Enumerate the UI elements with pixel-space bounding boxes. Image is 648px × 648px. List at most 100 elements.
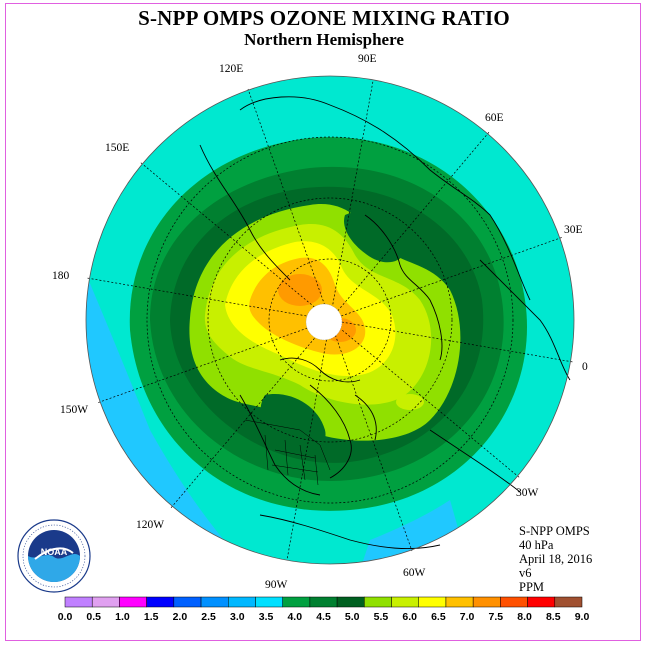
coast-east-asia [199, 144, 291, 281]
lon-label-150e: 150E [105, 142, 129, 154]
lon-label-30e: 30E [564, 224, 583, 236]
colorbar-tick-label: 0.5 [86, 611, 101, 623]
colorbar-tick-label: 2.0 [173, 611, 188, 623]
lon-label-90e: 90E [358, 53, 377, 65]
latitude-circle-60 [268, 258, 392, 382]
coast-europe [479, 259, 571, 381]
longitude-labels: 90E 60E 30E 0 30W 60W 90W 120W 150W 180 … [52, 53, 588, 591]
borders-north-america [244, 419, 331, 486]
colorbar-swatch [445, 596, 474, 608]
coast-eurasia-north [239, 96, 531, 301]
meridian-150w [96, 319, 331, 404]
coast-north-america-west [239, 394, 321, 496]
coast-central-america [259, 514, 441, 550]
band-5.0-5.5-canada [260, 394, 326, 454]
colorbar-swatch [200, 596, 229, 608]
latitude-circle-0 [146, 136, 514, 504]
band-5.0-5.5-lobe [344, 211, 406, 263]
colorbar-tick-label: 5.0 [345, 611, 360, 623]
map-title: S-NPP OMPS OZONE MIXING RATIO [138, 6, 510, 30]
coast-arctic-islands [279, 357, 361, 383]
colorbar-swatch [527, 596, 556, 608]
meridian-30w [329, 319, 521, 479]
colorbar-swatch [418, 596, 447, 608]
lon-label-120w: 120W [136, 519, 164, 531]
meridian-60e [329, 130, 491, 321]
meridian-0 [329, 319, 574, 363]
colorbar-tick-label: 6.0 [402, 611, 417, 623]
figure-frame [5, 3, 641, 641]
colorbar-tick-label: 5.5 [374, 611, 389, 623]
meridian-120w [169, 319, 331, 510]
lon-label-120e: 120E [219, 63, 243, 75]
lon-label-30w: 30W [516, 487, 539, 499]
logo-wordmark: NOAA [41, 547, 68, 557]
colorbar-tick-label: 8.0 [517, 611, 532, 623]
band-7.5-8.0 [278, 274, 322, 306]
colorbar-tick-label: 7.5 [489, 611, 504, 623]
coast-africa [429, 429, 521, 493]
colorbar-tick-label: 7.0 [460, 611, 475, 623]
info-date: April 18, 2016 [519, 552, 593, 566]
lon-label-0: 0 [582, 361, 588, 373]
colorbar-swatch [64, 596, 93, 608]
meridian-60w [329, 319, 413, 552]
colorbar-tick-label: 0.0 [58, 611, 73, 623]
colorbar-swatch [91, 596, 120, 608]
info-version: v6 [519, 566, 532, 580]
colorbar-tick-label: 4.5 [316, 611, 331, 623]
lon-label-180: 180 [52, 270, 70, 282]
meridian-180 [86, 277, 331, 321]
colorbar-swatch [500, 596, 528, 608]
colorbar-labels: 0.0 0.5 1.0 1.5 2.0 2.5 3.0 3.5 4.0 4.5 5.0 5.5 6.0 6… [58, 611, 590, 623]
colorbar-swatch [146, 596, 175, 608]
colorbar-swatch [119, 596, 147, 608]
coast-hudson [309, 384, 352, 479]
polar-night-hole [305, 303, 343, 341]
map-disk-edge [85, 75, 575, 565]
lon-label-60w: 60W [403, 567, 426, 579]
border-us-canada [244, 419, 331, 471]
meridian-90e [329, 80, 374, 321]
colorbar-tick-label: 6.5 [431, 611, 446, 623]
colorbar-swatch [391, 596, 419, 608]
colorbar-tick-label: 4.0 [287, 611, 302, 623]
coastlines [199, 96, 571, 550]
colorbar-tick-label: 3.5 [259, 611, 274, 623]
colorbar-swatch [228, 596, 256, 608]
colorbar-swatch [472, 596, 501, 608]
colorbar-tick-label: 3.0 [230, 611, 245, 623]
product-info: S-NPP OMPS 40 hPa April 18, 2016 v6 PPM [519, 524, 592, 594]
latitude-circle-30 [207, 197, 453, 443]
coast-siberia [364, 214, 443, 361]
graticule [86, 80, 574, 561]
us-state-lines [264, 434, 319, 486]
info-units: PPM [519, 580, 545, 594]
colorbar-swatch [282, 596, 311, 608]
coast-greenland [354, 394, 377, 441]
band-6.0-6.5-patch [396, 394, 424, 410]
lon-label-90w: 90W [265, 579, 288, 591]
colorbar-swatch [173, 596, 202, 608]
colorbar-tick-label: 2.5 [201, 611, 216, 623]
colorbar-tick-label: 1.5 [144, 611, 159, 623]
meridian-90w [286, 319, 331, 561]
info-instrument: S-NPP OMPS [519, 524, 590, 538]
lon-label-150w: 150W [60, 404, 88, 416]
colorbar-swatch [336, 596, 365, 608]
meridian-150e [139, 161, 331, 321]
colorbar-tick-label: 1.0 [115, 611, 130, 623]
info-level: 40 hPa [519, 538, 554, 552]
colorbar-tick-label: 8.5 [546, 611, 561, 623]
colorbar-swatch [309, 596, 338, 608]
meridian-120e [247, 88, 331, 321]
colorbar-swatch [255, 596, 283, 608]
meridian-30e [329, 236, 564, 321]
colorbar-swatch [364, 596, 392, 608]
lon-label-60e: 60E [485, 112, 504, 124]
colorbar-swatch [554, 596, 583, 608]
colorbar-tick-label: 9.0 [575, 611, 590, 623]
colorbar [64, 596, 583, 608]
map-subtitle: Northern Hemisphere [244, 30, 404, 49]
